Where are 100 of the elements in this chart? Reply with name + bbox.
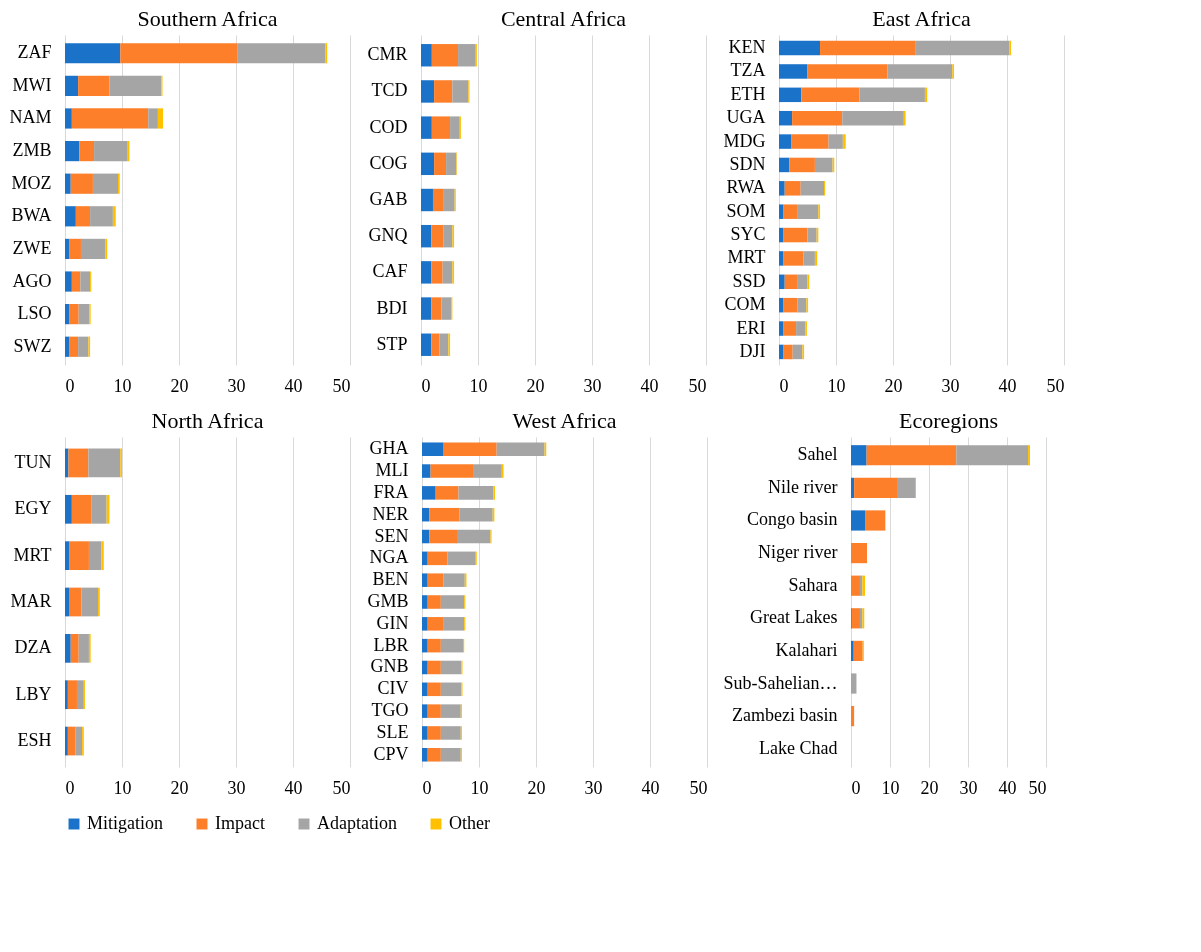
y-tick-label: COM [724, 294, 766, 315]
y-tick-label: RWA [726, 177, 766, 198]
x-tick-label: 40 [641, 777, 660, 798]
y-tick-label: Congo basin [746, 509, 838, 530]
y-tick-label: Sahel [797, 444, 838, 465]
legend-label: Other [449, 813, 490, 833]
x-tick-label: 30 [583, 375, 602, 396]
y-tick-label: BWA [11, 205, 52, 226]
y-tick-label: SEN [374, 525, 409, 546]
y-tick-label: UGA [726, 107, 766, 128]
x-tick-label: 10 [827, 375, 846, 396]
x-tick-label: 0 [421, 375, 431, 396]
y-tick-label: CIV [377, 678, 409, 699]
x-tick-label: 10 [469, 375, 488, 396]
x-tick-label: 20 [526, 375, 545, 396]
y-tick-label: FRA [373, 481, 409, 502]
x-tick-label: 50 [332, 375, 351, 396]
y-tick-label: GMB [367, 591, 409, 611]
y-tick-label: MAR [10, 591, 52, 611]
x-tick-label: 20 [884, 375, 903, 396]
y-tick-label: GHA [369, 438, 409, 459]
y-tick-label: ERI [736, 317, 766, 338]
y-tick-label: STP [376, 333, 408, 354]
chart-title: Central Africa [500, 6, 627, 31]
x-tick-label: 0 [779, 375, 789, 396]
y-tick-label: SYC [730, 224, 766, 245]
y-tick-label: BDI [376, 297, 408, 318]
y-tick-label: ZAF [17, 42, 52, 63]
y-tick-label: TGO [371, 700, 409, 721]
y-tick-label: AGO [12, 270, 52, 291]
y-tick-label: CAF [372, 261, 408, 282]
y-tick-label: MLI [375, 460, 409, 481]
y-tick-label: MDG [723, 130, 766, 151]
x-tick-label: 40 [284, 375, 303, 396]
y-tick-label: GNB [370, 656, 409, 677]
x-tick-label: 0 [65, 777, 75, 798]
y-tick-label: ESH [17, 730, 52, 751]
y-tick-label: COG [369, 152, 408, 173]
y-tick-label: MOZ [11, 172, 52, 193]
x-tick-label: 50 [332, 777, 351, 798]
y-tick-label: Lake Chad [759, 737, 838, 758]
y-tick-label: LSO [17, 303, 52, 324]
chart-title: East Africa [872, 6, 971, 31]
y-tick-label: Zambezi basin [732, 705, 838, 726]
y-tick-label: COD [369, 116, 408, 137]
y-tick-label: TUN [14, 451, 52, 472]
y-tick-label: SWZ [13, 335, 52, 356]
y-tick-label: TCD [371, 80, 408, 101]
y-tick-label: MRT [13, 544, 52, 565]
y-tick-label: GIN [376, 612, 409, 633]
x-tick-label: 10 [113, 375, 132, 396]
y-tick-label: NGA [369, 547, 409, 568]
y-tick-label: CMR [367, 44, 408, 65]
x-tick-label: 40 [284, 777, 303, 798]
y-tick-label: Niger river [758, 542, 838, 563]
y-tick-label: LBR [373, 634, 409, 655]
y-tick-label: GAB [369, 189, 408, 209]
x-tick-label: 30 [584, 777, 603, 798]
x-tick-label: 10 [470, 777, 489, 798]
legend-label: Mitigation [87, 813, 163, 833]
y-tick-label: SOM [726, 200, 766, 221]
x-tick-label: 40 [640, 375, 659, 396]
y-tick-label: Sub-Sahelian… [723, 672, 838, 693]
x-tick-label: 20 [170, 375, 189, 396]
y-tick-label: Sahara [788, 574, 838, 595]
chart-title: Ecoregions [899, 408, 998, 433]
chart-title: West Africa [512, 408, 617, 433]
x-tick-label: 50 [1028, 777, 1047, 798]
chart-title: Southern Africa [137, 6, 278, 31]
x-tick-label: 50 [689, 777, 708, 798]
y-tick-label: SLE [376, 721, 409, 742]
y-tick-label: SSD [732, 270, 766, 291]
y-tick-label: ZWE [12, 237, 52, 258]
y-tick-label: ETH [730, 83, 766, 104]
y-tick-label: ZMB [12, 140, 52, 161]
y-tick-label: KEN [728, 37, 766, 58]
y-tick-label: EGY [14, 498, 52, 519]
y-tick-label: NER [372, 503, 409, 524]
y-tick-label: GNQ [368, 225, 408, 246]
x-tick-label: 40 [998, 375, 1017, 396]
x-tick-label: 50 [688, 375, 707, 396]
y-tick-label: DZA [14, 637, 52, 658]
legend-label: Adaptation [317, 813, 397, 833]
x-tick-label: 20 [170, 777, 189, 798]
x-tick-label: 0 [422, 777, 432, 798]
y-tick-label: NAM [9, 107, 52, 128]
y-tick-label: CPV [373, 743, 409, 764]
x-tick-label: 30 [941, 375, 960, 396]
y-tick-label: MWI [12, 74, 52, 95]
x-tick-label: 20 [527, 777, 546, 798]
chart-title: North Africa [151, 408, 264, 433]
y-tick-label: Great Lakes [750, 607, 838, 628]
legend-label: Impact [215, 813, 265, 833]
x-tick-label: 40 [998, 777, 1017, 798]
y-tick-label: DJI [739, 340, 766, 361]
y-tick-label: SDN [729, 153, 766, 174]
x-tick-label: 50 [1046, 375, 1065, 396]
x-tick-label: 30 [227, 777, 246, 798]
y-tick-label: BEN [372, 569, 409, 590]
x-tick-label: 10 [881, 777, 900, 798]
